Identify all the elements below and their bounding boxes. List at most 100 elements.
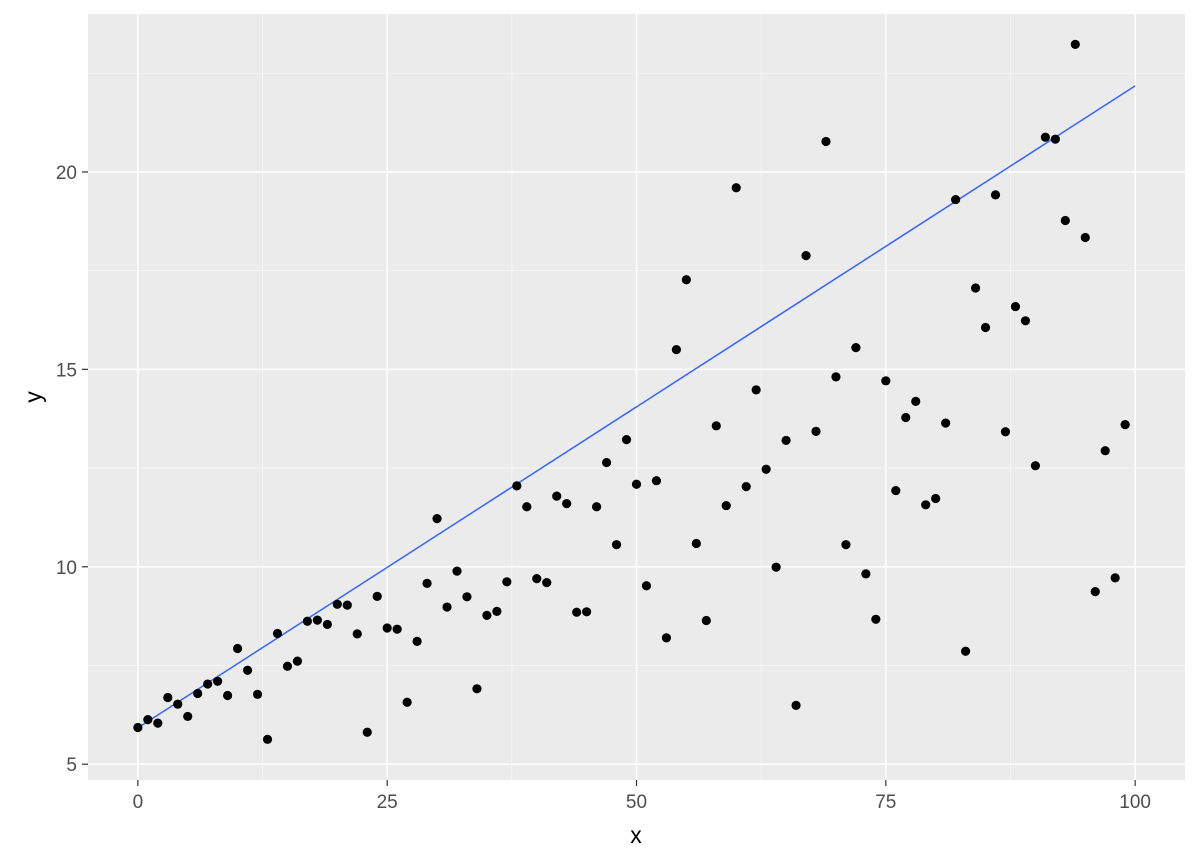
x-tick-label: 25 xyxy=(377,792,398,813)
data-point xyxy=(631,479,642,489)
data-point xyxy=(921,500,931,510)
data-point xyxy=(941,418,951,428)
data-point xyxy=(163,692,173,703)
y-tick-label: 10 xyxy=(56,558,77,579)
data-point xyxy=(681,275,691,285)
data-point xyxy=(292,656,303,666)
data-point xyxy=(452,566,462,576)
data-point xyxy=(1040,132,1050,142)
data-point xyxy=(801,251,811,261)
data-point xyxy=(153,718,163,728)
data-point xyxy=(332,599,342,609)
data-point xyxy=(492,606,502,617)
data-point xyxy=(641,581,652,591)
x-tick-label: 50 xyxy=(626,792,647,813)
data-point xyxy=(262,734,273,744)
data-point xyxy=(382,623,392,633)
data-point xyxy=(741,482,751,492)
data-point xyxy=(841,540,851,550)
data-point xyxy=(691,538,701,549)
data-point xyxy=(951,194,961,205)
x-tick-label: 75 xyxy=(875,792,896,813)
data-points xyxy=(133,39,1130,744)
data-point xyxy=(542,577,552,588)
data-point xyxy=(701,615,711,626)
data-point xyxy=(661,633,672,643)
data-point xyxy=(302,616,312,626)
data-point xyxy=(213,676,223,686)
data-point xyxy=(1100,446,1110,456)
data-point xyxy=(761,464,771,474)
data-point xyxy=(1070,39,1080,50)
data-point xyxy=(412,636,422,647)
data-point xyxy=(771,562,781,572)
data-point xyxy=(502,577,512,587)
data-point xyxy=(592,502,602,512)
x-tick-label: 100 xyxy=(1119,792,1151,813)
x-tick-label: 0 xyxy=(133,792,144,813)
tick-labels: 0 25 50 75 100 5 10 15 20 xyxy=(56,163,1151,813)
y-tick-label: 15 xyxy=(56,360,77,381)
data-point xyxy=(961,646,971,656)
y-tick-label: 5 xyxy=(66,755,77,776)
data-point xyxy=(611,540,622,550)
y-axis-title: y xyxy=(20,391,46,403)
data-point xyxy=(781,435,791,446)
data-point xyxy=(671,345,681,355)
data-point xyxy=(532,574,542,584)
data-point xyxy=(911,396,921,406)
data-point xyxy=(362,727,372,737)
data-point xyxy=(242,665,253,675)
data-point xyxy=(482,610,492,620)
data-point xyxy=(721,500,731,511)
axis-ticks xyxy=(82,171,1136,786)
data-point xyxy=(372,591,382,601)
data-point xyxy=(851,343,861,353)
data-point xyxy=(133,722,143,733)
data-point xyxy=(223,690,233,701)
data-point xyxy=(173,699,183,709)
data-point xyxy=(711,421,721,431)
data-point xyxy=(402,697,412,707)
data-point xyxy=(562,499,572,509)
data-point xyxy=(1000,427,1011,437)
data-point xyxy=(552,491,562,501)
data-point xyxy=(432,514,442,524)
data-point xyxy=(970,283,981,293)
data-point xyxy=(621,435,632,445)
data-point xyxy=(990,190,1001,200)
data-point xyxy=(1060,215,1070,226)
data-point xyxy=(881,376,891,386)
data-point xyxy=(891,485,901,496)
data-point xyxy=(272,628,283,639)
data-point xyxy=(203,679,213,689)
data-point xyxy=(422,578,432,588)
data-point xyxy=(1010,301,1021,312)
data-point xyxy=(651,476,662,486)
data-point xyxy=(522,502,532,512)
data-point xyxy=(322,619,332,630)
data-point xyxy=(582,607,592,617)
data-point xyxy=(1030,461,1041,471)
data-point xyxy=(572,607,582,617)
data-point xyxy=(252,689,263,699)
data-point xyxy=(901,412,911,423)
data-point xyxy=(472,684,482,694)
y-tick-label: 20 xyxy=(56,163,77,184)
data-point xyxy=(282,661,293,671)
data-point xyxy=(183,711,193,722)
data-point xyxy=(352,629,362,639)
data-point xyxy=(392,624,402,634)
data-point xyxy=(1110,573,1120,583)
data-point xyxy=(512,481,522,491)
data-point xyxy=(1090,587,1100,597)
data-point xyxy=(821,136,831,147)
data-point xyxy=(193,688,203,699)
data-point xyxy=(931,493,941,504)
data-point xyxy=(312,615,322,625)
data-point xyxy=(861,569,871,579)
data-point xyxy=(342,600,352,610)
data-point xyxy=(601,457,612,468)
data-point xyxy=(232,643,243,654)
major-gridlines xyxy=(88,14,1185,780)
